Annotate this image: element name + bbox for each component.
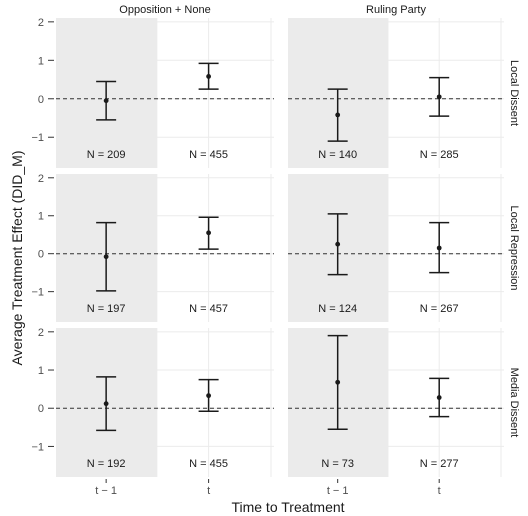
point-estimate — [103, 98, 109, 104]
y-tick-label: 1 — [38, 55, 44, 67]
sample-size-label: N = 267 — [420, 303, 459, 315]
sample-size-label: N = 124 — [318, 303, 357, 315]
sample-size-label: N = 197 — [87, 303, 126, 315]
y-tick-label: 2 — [38, 173, 44, 185]
sample-size-label: N = 455 — [189, 458, 228, 470]
panel-0-1: N = 140 N = 285 — [288, 18, 504, 168]
sample-size-label: N = 192 — [87, 458, 126, 470]
y-tick-label: 2 — [38, 327, 44, 339]
point-estimate — [436, 245, 442, 251]
y-tick-label: −1 — [31, 441, 44, 453]
y-tick-label: 0 — [38, 94, 44, 106]
column-strip-label: Ruling Party — [366, 4, 426, 16]
y-tick-label: −1 — [31, 287, 44, 299]
panel-2-0: N = 192 N = 455 — [56, 328, 274, 477]
sample-size-label: N = 209 — [87, 149, 126, 161]
sample-size-label: N = 277 — [420, 458, 459, 470]
row-strip-label: Local Dissent — [508, 60, 520, 126]
panel-1-0: N = 197 N = 457 — [56, 174, 274, 322]
sample-size-label: N = 73 — [321, 458, 354, 470]
row-strip-label: Local Repression — [508, 206, 520, 291]
y-axis-title: Average Treatment Effect (DID_M) — [9, 150, 25, 365]
point-estimate — [335, 112, 341, 118]
x-axis-title: Time to Treatment — [231, 499, 344, 515]
point-estimate — [335, 379, 341, 385]
sample-size-label: N = 455 — [189, 149, 228, 161]
y-tick-label: 1 — [38, 365, 44, 377]
x-tick-label: t — [207, 485, 210, 497]
point-estimate — [103, 254, 109, 260]
panel-2-1: N = 73 N = 277 — [288, 328, 504, 477]
point-estimate — [436, 395, 442, 400]
x-tick-label: t — [438, 485, 441, 497]
column-strip-label: Opposition + None — [119, 4, 210, 16]
y-tick-label: 0 — [38, 403, 44, 415]
y-tick-label: 2 — [38, 17, 44, 29]
y-tick-label: −1 — [31, 132, 44, 144]
x-tick-label: t − 1 — [95, 485, 117, 497]
point-estimate — [206, 393, 212, 399]
point-estimate — [335, 241, 341, 247]
point-estimate — [436, 94, 442, 100]
point-estimate — [206, 74, 212, 79]
sample-size-label: N = 457 — [189, 303, 228, 315]
sample-size-label: N = 285 — [420, 149, 459, 161]
panel-0-0: N = 209 N = 455 — [56, 18, 274, 168]
sample-size-label: N = 140 — [318, 149, 357, 161]
x-tick-label: t − 1 — [327, 485, 349, 497]
point-estimate — [103, 401, 109, 407]
y-tick-label: 0 — [38, 249, 44, 261]
facet-panels: N = 209 N = 455 N = 140 N = 285 N = 197 N = 4… — [31, 4, 520, 497]
y-tick-label: 1 — [38, 211, 44, 223]
row-strip-label: Media Dissent — [508, 368, 520, 438]
panel-1-1: N = 124 N = 267 — [288, 174, 504, 322]
point-estimate — [206, 230, 212, 236]
